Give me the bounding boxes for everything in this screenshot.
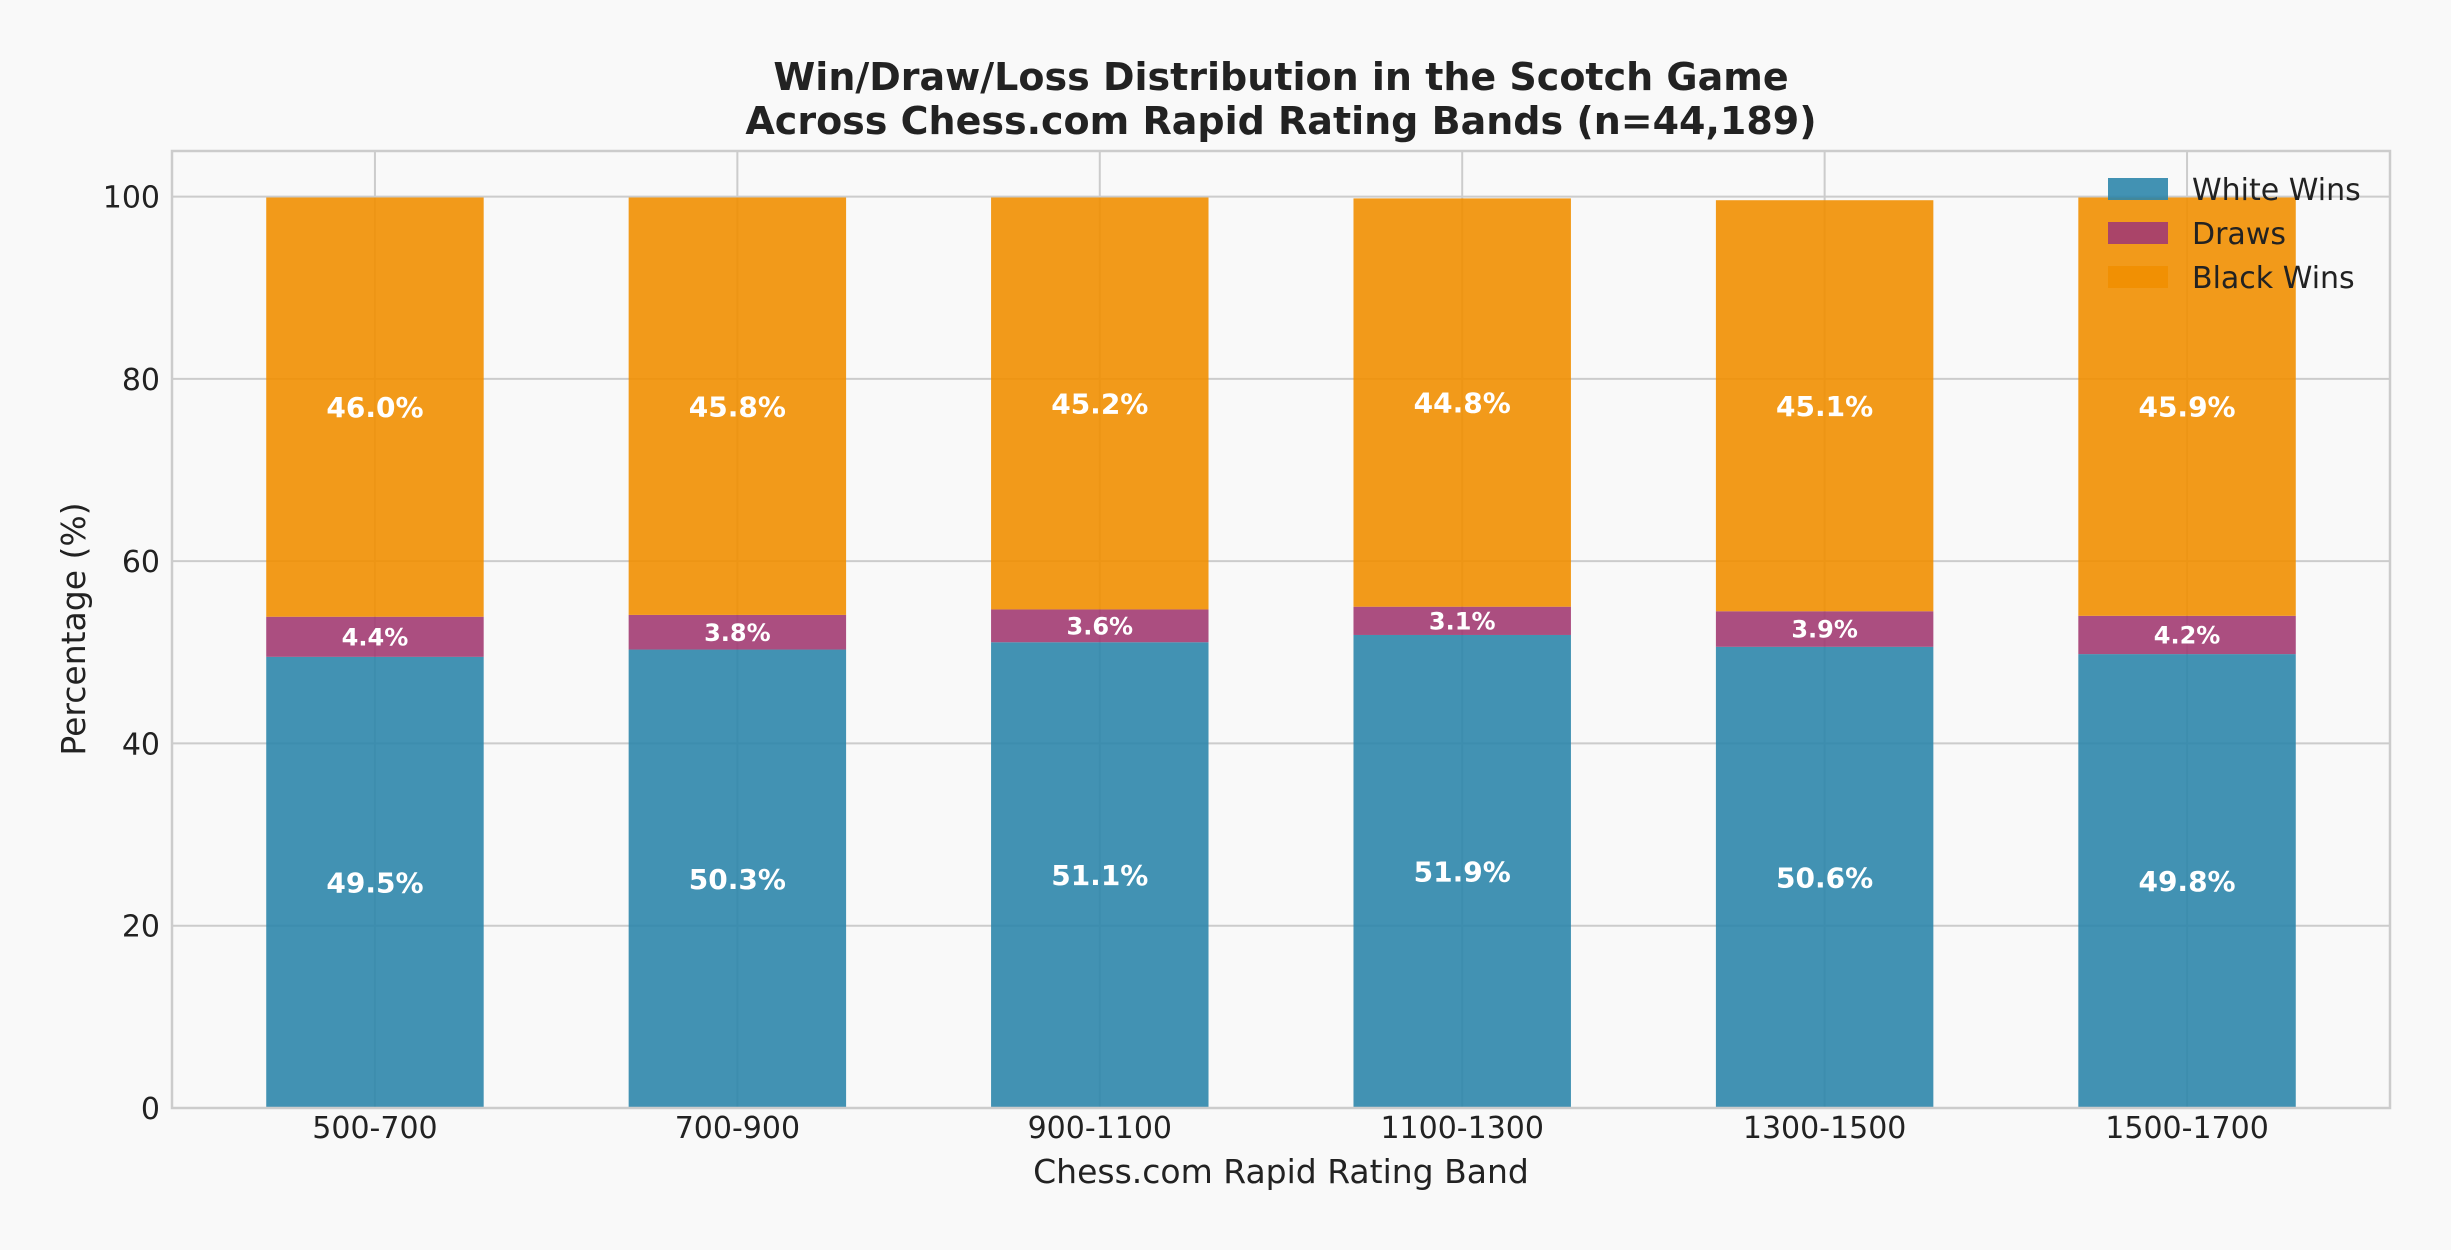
bar-value-label: 51.1% [1051, 859, 1148, 892]
bar-value-label: 3.1% [1429, 607, 1496, 635]
bar-value-label: 4.4% [342, 623, 409, 651]
y-axis-label: Percentage (%) [54, 502, 93, 755]
bar-black-wins-1300-1500 [1715, 200, 1934, 612]
x-tick-label: 1500-1700 [2105, 1111, 2269, 1146]
bar-black-wins-700-900 [628, 197, 847, 615]
legend-swatch [2108, 222, 2168, 244]
bar-draws-900-1100 [991, 609, 1209, 643]
y-tick-label: 0 [141, 1092, 160, 1127]
bar-value-label: 50.3% [689, 863, 786, 896]
legend-swatch [2108, 266, 2168, 288]
bar-value-label: 49.5% [326, 867, 423, 900]
y-tick-label: 60 [122, 545, 160, 580]
labels-layer: 49.5% 4.4% 46.0% 50.3% 3.8% 45.8% 51.1% 3.6% 45.… [326, 387, 2235, 900]
bar-white-wins-1100-1300 [1353, 634, 1571, 1108]
bar-black-wins-500-700 [266, 197, 484, 617]
x-tick-label: 1100-1300 [1380, 1111, 1544, 1146]
chart-title-line-1: Win/Draw/Loss Distribution in the Scotch… [773, 55, 1788, 99]
bar-value-label: 44.8% [1414, 387, 1511, 420]
bar-draws-1100-1300 [1353, 606, 1571, 635]
bar-value-label: 50.6% [1776, 861, 1873, 894]
plot-area [172, 151, 2390, 1108]
ticks-layer: 0 20 40 60 80 100 500-700 700-900 900-1100 1100-1… [103, 181, 2269, 1146]
y-tick-label: 80 [122, 363, 160, 398]
bar-value-label: 3.6% [1067, 612, 1134, 640]
legend-swatch [2108, 178, 2168, 200]
bar-white-wins-900-1100 [991, 642, 1209, 1108]
x-tick-label: 1300-1500 [1743, 1111, 1907, 1146]
bar-draws-1300-1500 [1715, 611, 1934, 647]
bar-value-label: 46.0% [326, 391, 423, 424]
bar-white-wins-500-700 [266, 656, 484, 1108]
bar-draws-1500-1700 [2078, 615, 2296, 655]
bar-value-label: 45.2% [1051, 388, 1148, 421]
bar-value-label: 51.9% [1414, 856, 1511, 889]
bar-value-label: 45.9% [2138, 391, 2235, 424]
bar-black-wins-900-1100 [991, 197, 1209, 610]
bar-value-label: 3.8% [704, 619, 771, 647]
bar-black-wins-1100-1300 [1353, 198, 1571, 607]
y-tick-label: 100 [103, 181, 160, 216]
bar-value-label: 49.8% [2138, 865, 2235, 898]
bar-value-label: 3.9% [1791, 616, 1858, 644]
chart-title-line-2: Across Chess.com Rapid Rating Bands (n=4… [745, 99, 1816, 143]
bar-value-label: 45.1% [1776, 390, 1873, 423]
bar-white-wins-1500-1700 [2078, 654, 2296, 1108]
bar-value-label: 4.2% [2154, 622, 2221, 650]
x-tick-label: 700-900 [675, 1111, 800, 1146]
legend-label: Black Wins [2192, 261, 2355, 296]
bar-white-wins-1300-1500 [1715, 646, 1934, 1108]
y-tick-label: 40 [122, 727, 160, 762]
bar-draws-700-900 [628, 614, 847, 650]
bar-value-label: 45.8% [689, 390, 786, 423]
x-tick-label: 500-700 [312, 1111, 437, 1146]
legend-label: White Wins [2192, 173, 2361, 208]
legend-label: Draws [2192, 217, 2286, 252]
bars-layer [266, 197, 2296, 1108]
x-tick-label: 900-1100 [1028, 1111, 1172, 1146]
y-tick-label: 20 [122, 910, 160, 945]
bar-white-wins-700-900 [628, 649, 847, 1108]
x-axis-label: Chess.com Rapid Rating Band [1033, 1152, 1529, 1191]
legend: White Wins Draws Black Wins [2108, 173, 2361, 296]
plot-frame [170, 149, 2392, 1110]
bar-draws-500-700 [266, 616, 484, 657]
